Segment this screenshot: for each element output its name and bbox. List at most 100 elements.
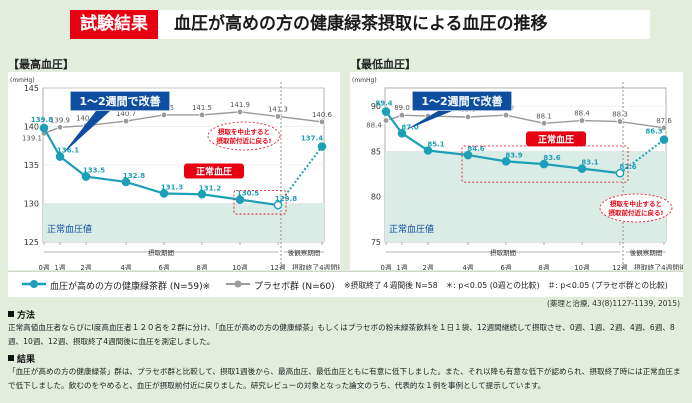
tea-point (121, 177, 131, 187)
placebo-point (122, 117, 130, 125)
placebo-value-label: 139.1 (22, 134, 42, 142)
y-tick-label: 130 (24, 200, 39, 209)
placebo-point (236, 108, 244, 116)
placebo-point (398, 111, 406, 119)
normal-pressure-badge-text: 正常血圧 (538, 133, 574, 145)
x-tick-label: 1週 (54, 263, 65, 270)
y-unit: (mmHg) (352, 77, 377, 84)
normal-zone-label: 正常血圧値 (389, 223, 434, 235)
placebo-point (502, 111, 510, 119)
period-intake-label: 摂取期間 (148, 248, 174, 257)
period-intake-label: 摂取期間 (490, 248, 516, 257)
tea-value-label: 89.4 (375, 100, 392, 108)
chart-label-diastolic: 【最低血圧】 (350, 58, 416, 71)
systolic-chart: 正常血圧値 145 140 135 130 125 (mmHg) 0週 1週 2週 4週 6週 8週 10… (8, 72, 344, 272)
placebo-point (616, 118, 624, 125)
legend-note: ※摂取終了４週間後 N=58 ＊: p<0.05 (0週との比較) ＃: p<0… (344, 281, 668, 290)
x-tick-label: 0週 (380, 263, 391, 270)
improvement-callout (69, 90, 171, 112)
placebo-value-label: 140.7 (116, 110, 136, 118)
placebo-point (540, 120, 548, 127)
y-tick-label: 145 (24, 84, 39, 93)
placebo-value-label: 88.4 (574, 110, 590, 118)
tea-point (659, 135, 669, 144)
legend-tea-marker (22, 280, 46, 288)
tea-point (39, 123, 49, 133)
tea-point (501, 157, 511, 166)
placebo-point (464, 113, 472, 121)
diastolic-chart-svg: 正常血圧値 90 85 80 75 (mmHg) 0週 1週 2週 4週 6週 8週 10週 12週 摂取終… (352, 77, 686, 272)
period-observe-label: 後観察期間 (630, 248, 663, 257)
chart-label-systolic: 【最高血圧】 (8, 58, 74, 71)
placebo-point (660, 124, 668, 132)
method-text: 正常高値血圧者ならびにⅠ度高血圧者１２０名を２群に分け、「血圧が高めの方の健康緑… (8, 323, 675, 346)
normal-pressure-badge (526, 131, 586, 147)
stop-note-line1: 摂取を中止すると (610, 199, 662, 208)
tea-point (381, 107, 391, 116)
placebo-value-label: 140.1 (76, 115, 96, 123)
placebo-point (382, 117, 390, 124)
y-unit: (mmHg) (10, 77, 35, 84)
tea-value-label: 86.3 (645, 128, 662, 136)
placebo-value-label: 88.3 (612, 111, 628, 119)
chart-legend: 血圧が高めの方の健康緑茶群 (N=59)※ プラセボ群 (N=60) ※摂取終了… (8, 271, 683, 297)
placebo-value-label: 139.9 (50, 116, 70, 124)
stop-note-bubble (207, 121, 281, 151)
normal-pressure-badge (184, 163, 244, 179)
header-title: 血圧が高めの方の健康緑茶摂取による血圧の推移 (174, 14, 548, 34)
method-heading: 方法 (8, 308, 35, 321)
improvement-callout-text: 1〜2週間で改善 (421, 94, 502, 108)
placebo-point (274, 113, 282, 120)
x-tick-label: 6週 (500, 263, 511, 270)
placebo-value-label: 89.0 (394, 104, 410, 112)
improvement-callout-arrow (63, 111, 110, 154)
tea-point (397, 128, 407, 138)
x-tick-label: 摂取終了4週間後 (634, 263, 683, 270)
tea-value-label: 133.5 (83, 167, 105, 175)
stop-note-bubble (599, 193, 673, 223)
tea-point (197, 189, 207, 199)
normal-zone (43, 203, 324, 242)
tea-line-observation (619, 138, 665, 174)
x-tick-label: 6週 (158, 263, 169, 270)
placebo-point (318, 118, 326, 126)
tea-point (159, 189, 169, 198)
normal-pressure-box (233, 190, 287, 215)
tea-point (577, 164, 587, 173)
tea-point (463, 150, 473, 160)
result-text: 「血圧が高めの方の健康緑茶」群は、プラセボ群と比較して、摂取1週後から、最高血圧… (8, 367, 681, 390)
tea-value-label: 85.1 (427, 141, 444, 149)
tea-point (235, 195, 245, 204)
normal-pressure-badge-text: 正常血圧 (196, 165, 232, 177)
tea-value-label: 84.6 (467, 145, 484, 153)
tea-point (317, 142, 327, 151)
placebo-value-label: 87.6 (656, 117, 672, 125)
y-tick-label: 125 (24, 238, 39, 247)
source-citation: (薬理と治療, 43(8)1127-1139, 2015) (546, 299, 680, 308)
tea-value-label: 130.5 (237, 190, 259, 198)
period-observe-label: 後観察期間 (288, 248, 321, 257)
x-tick-label: 12週 (612, 263, 628, 270)
x-tick-label: 摂取終了4週間後 (292, 263, 340, 270)
tea-value-label: 83.9 (505, 151, 522, 159)
diastolic-chart: 正常血圧値 90 85 80 75 (mmHg) 0週 1週 2週 4週 6週 8週 10週 12週 摂取終… (350, 72, 686, 272)
improvement-callout (411, 90, 513, 112)
header-tag: 試験結果 (70, 10, 158, 39)
tea-value-label: 136.1 (57, 147, 79, 155)
placebo-value-label: 88.1 (536, 112, 552, 120)
tea-value-label: 83.1 (581, 159, 598, 167)
placebo-point (56, 124, 64, 131)
y-tick-label: 75 (371, 238, 381, 247)
y-tick-label: 80 (371, 193, 381, 202)
tea-point (55, 152, 65, 161)
x-tick-label: 4週 (120, 263, 131, 270)
placebo-point (198, 111, 206, 119)
placebo-value-label: 141.5 (192, 104, 212, 112)
x-tick-label: 12週 (270, 263, 286, 270)
x-tick-label: 10週 (574, 263, 590, 270)
placebo-value-label: 88.4 (366, 122, 382, 130)
y-tick-label: 85 (371, 147, 381, 156)
y-tick-label: 135 (24, 161, 39, 170)
placebo-value-label: 140.6 (312, 111, 333, 119)
improvement-callout-text: 1〜2週間で改善 (79, 94, 160, 108)
